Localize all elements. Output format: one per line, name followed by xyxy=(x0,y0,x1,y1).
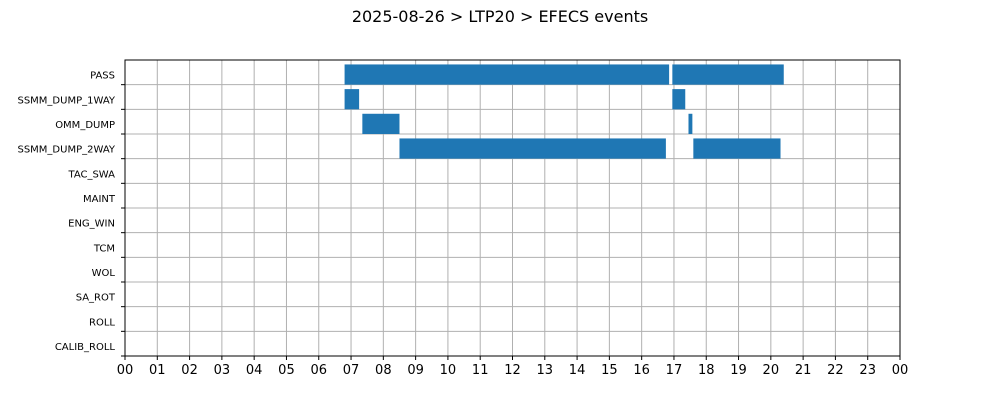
event-bar-ssmm-dump-2way xyxy=(399,138,666,159)
x-tick-label: 23 xyxy=(859,363,876,378)
x-tick-label: 06 xyxy=(310,363,327,378)
x-tick-label: 00 xyxy=(892,363,909,378)
y-tick-label: PASS xyxy=(90,71,115,82)
x-tick-label: 01 xyxy=(149,363,166,378)
event-bar-pass xyxy=(672,64,784,85)
x-tick-label: 22 xyxy=(827,363,844,378)
x-tick-label: 02 xyxy=(181,363,198,378)
x-tick-label: 05 xyxy=(278,363,295,378)
x-tick-label: 20 xyxy=(763,363,780,378)
x-tick-label: 08 xyxy=(375,363,392,378)
event-bar-omm-dump xyxy=(688,113,693,134)
plot-frame xyxy=(124,59,901,357)
y-tick-label: ROLL xyxy=(89,317,115,328)
event-bar-ssmm-dump-1way xyxy=(672,89,686,110)
y-tick-label: OMM_DUMP xyxy=(55,120,115,131)
x-tick-label: 10 xyxy=(440,363,457,378)
y-tick-label: CALIB_ROLL xyxy=(55,342,116,353)
x-tick-label: 15 xyxy=(601,363,618,378)
event-bar-omm-dump xyxy=(362,113,400,134)
y-tick-label: MAINT xyxy=(83,194,116,205)
x-tick-label: 07 xyxy=(343,363,360,378)
x-tick-label: 00 xyxy=(117,363,134,378)
x-tick-label: 21 xyxy=(795,363,812,378)
x-tick-label: 12 xyxy=(504,363,521,378)
x-tick-label: 18 xyxy=(698,363,715,378)
x-tick-label: 03 xyxy=(214,363,231,378)
y-tick-label: SA_ROT xyxy=(76,293,116,304)
y-tick-label: TCM xyxy=(93,243,115,254)
y-tick-label: ENG_WIN xyxy=(68,219,115,230)
x-tick-label: 04 xyxy=(246,363,263,378)
event-bar-ssmm-dump-1way xyxy=(344,89,360,110)
chart-title: 2025-08-26 > LTP20 > EFECS events xyxy=(352,7,648,26)
x-tick-label: 17 xyxy=(666,363,683,378)
y-tick-label: SSMM_DUMP_2WAY xyxy=(17,145,115,156)
x-tick-label: 09 xyxy=(407,363,424,378)
y-tick-label: TAC_SWA xyxy=(67,169,115,180)
x-tick-label: 13 xyxy=(537,363,554,378)
x-tick-label: 14 xyxy=(569,363,586,378)
y-tick-label: SSMM_DUMP_1WAY xyxy=(17,95,115,106)
x-tick-label: 11 xyxy=(472,363,489,378)
x-tick-label: 19 xyxy=(730,363,747,378)
x-tick-label: 16 xyxy=(633,363,650,378)
event-bar-pass xyxy=(344,64,670,85)
y-tick-label: WOL xyxy=(92,268,116,279)
event-bar-ssmm-dump-2way xyxy=(693,138,781,159)
